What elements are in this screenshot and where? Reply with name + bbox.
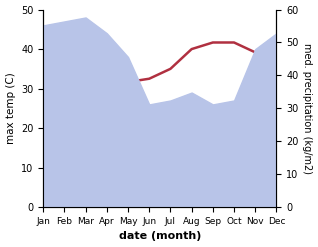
- X-axis label: date (month): date (month): [119, 231, 201, 242]
- Y-axis label: max temp (C): max temp (C): [5, 72, 16, 144]
- Y-axis label: med. precipitation (kg/m2): med. precipitation (kg/m2): [302, 43, 313, 174]
